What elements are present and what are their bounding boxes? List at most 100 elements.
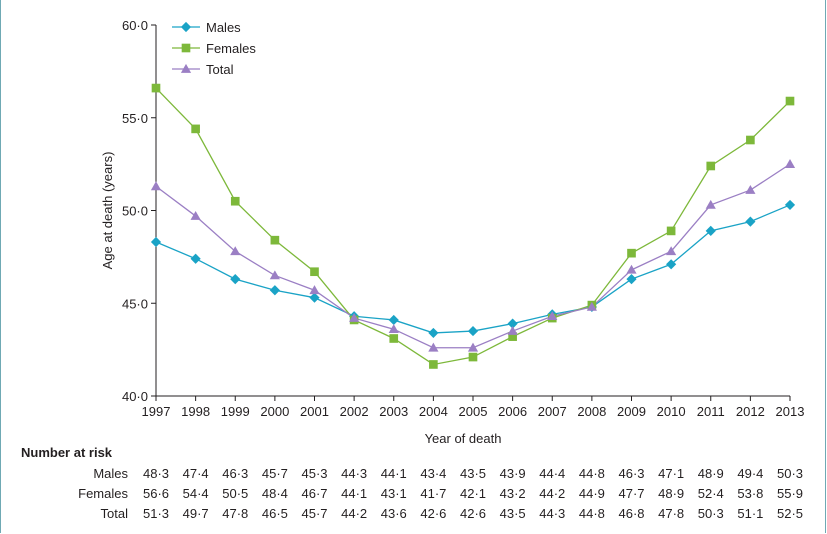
data-point-males xyxy=(745,216,756,227)
data-point-total xyxy=(705,199,716,209)
legend-label-males: Males xyxy=(206,20,241,35)
risk-cell: 44·4 xyxy=(539,466,565,481)
risk-cell: 56·6 xyxy=(143,486,169,501)
data-point-total xyxy=(507,325,518,335)
risk-row-label: Males xyxy=(93,466,128,481)
risk-cell: 44·9 xyxy=(579,486,605,501)
risk-cell: 44·2 xyxy=(341,506,367,521)
data-point-males xyxy=(626,274,637,285)
y-tick-label: 60·0 xyxy=(122,18,148,33)
risk-cell: 47·8 xyxy=(658,506,684,521)
risk-cell: 41·7 xyxy=(420,486,446,501)
y-tick-label: 45·0 xyxy=(122,296,148,311)
risk-cell: 43·5 xyxy=(460,466,486,481)
x-axis-label: Year of death xyxy=(425,431,502,446)
risk-cell: 43·1 xyxy=(381,486,407,501)
legend-marker-total xyxy=(180,63,192,73)
risk-cell: 51·1 xyxy=(737,506,763,521)
risk-cell: 44·1 xyxy=(381,466,407,481)
risk-cell: 54·4 xyxy=(183,486,209,501)
series-lines xyxy=(155,87,791,366)
data-point-total xyxy=(547,311,558,321)
risk-cell: 46·7 xyxy=(301,486,327,501)
data-point-total xyxy=(626,264,637,274)
legend: Males Females Total xyxy=(172,20,256,77)
risk-cell: 44·1 xyxy=(341,486,367,501)
risk-cell: 44·8 xyxy=(579,466,605,481)
data-point-females xyxy=(666,226,676,236)
legend-label-total: Total xyxy=(206,62,234,77)
x-tick-label: 2006 xyxy=(498,404,527,419)
risk-row-label: Females xyxy=(78,486,128,501)
data-point-total xyxy=(388,324,399,334)
data-point-females xyxy=(230,196,240,206)
y-tick-label: 40·0 xyxy=(122,389,148,404)
x-tick-label: 2007 xyxy=(538,404,567,419)
x-tick-label: 1998 xyxy=(181,404,210,419)
risk-cell: 45·3 xyxy=(301,466,327,481)
legend-marker-females xyxy=(181,43,191,53)
risk-cell: 51·3 xyxy=(143,506,169,521)
x-tick-label: 2013 xyxy=(776,404,805,419)
risk-cell: 53·8 xyxy=(737,486,763,501)
risk-cell: 45·7 xyxy=(301,506,327,521)
risk-cell: 48·9 xyxy=(658,486,684,501)
data-point-total xyxy=(190,210,201,220)
data-point-total xyxy=(269,270,280,280)
data-point-males xyxy=(705,225,716,237)
x-tick-label: 2005 xyxy=(459,404,488,419)
data-point-total xyxy=(467,342,479,352)
risk-cell: 47·4 xyxy=(183,466,209,481)
data-point-males xyxy=(190,253,201,264)
x-tick-label: 2012 xyxy=(736,404,765,419)
risk-cell: 43·2 xyxy=(500,486,526,501)
data-point-males xyxy=(467,325,479,337)
x-tick-label: 2003 xyxy=(379,404,408,419)
x-tick-label: 2010 xyxy=(657,404,686,419)
risk-cell: 43·5 xyxy=(500,506,526,521)
risk-cell: 44·8 xyxy=(579,506,605,521)
risk-table-title: Number at risk xyxy=(21,445,113,460)
risk-cell: 44·2 xyxy=(539,486,565,501)
data-point-total xyxy=(784,159,796,168)
legend-label-females: Females xyxy=(206,41,256,56)
data-point-females xyxy=(389,334,399,343)
data-point-total xyxy=(309,285,320,295)
data-point-females xyxy=(310,267,319,277)
x-tick-label: 2004 xyxy=(419,404,448,419)
risk-cell: 46·8 xyxy=(618,506,644,521)
risk-cell: 50·3 xyxy=(698,506,724,521)
risk-cell: 48·9 xyxy=(698,466,724,481)
y-axis-label: Age at death (years) xyxy=(100,152,115,270)
risk-cell: 44·3 xyxy=(539,506,565,521)
risk-cell: 42·6 xyxy=(460,506,486,521)
data-point-males xyxy=(507,318,518,329)
risk-row-label: Total xyxy=(101,506,129,521)
data-point-total xyxy=(745,184,756,194)
risk-cell: 47·8 xyxy=(222,506,248,521)
data-point-females xyxy=(191,124,200,134)
data-point-total xyxy=(349,312,360,322)
risk-cell: 42·1 xyxy=(460,486,486,501)
x-tick-label: 2000 xyxy=(260,404,289,419)
y-tick-label: 55·0 xyxy=(122,111,148,126)
data-point-females xyxy=(627,248,636,258)
data-point-males xyxy=(269,285,280,296)
y-tick-label: 50·0 xyxy=(122,204,148,219)
data-point-females xyxy=(429,360,438,369)
risk-cell: 45·7 xyxy=(262,466,288,481)
risk-cell: 43·6 xyxy=(381,506,407,521)
data-point-males xyxy=(428,327,439,339)
risk-cell: 49·7 xyxy=(183,506,209,521)
x-tick-label: 2009 xyxy=(617,404,646,419)
x-tick-label: 1997 xyxy=(142,404,171,419)
x-tick-label: 2011 xyxy=(697,404,725,419)
risk-cell: 43·9 xyxy=(500,466,526,481)
data-point-males xyxy=(388,314,399,326)
risk-cell: 49·4 xyxy=(737,466,763,481)
risk-cell: 52·4 xyxy=(698,486,724,501)
risk-cell: 47·7 xyxy=(618,486,644,501)
risk-cell: 46·3 xyxy=(618,466,644,481)
